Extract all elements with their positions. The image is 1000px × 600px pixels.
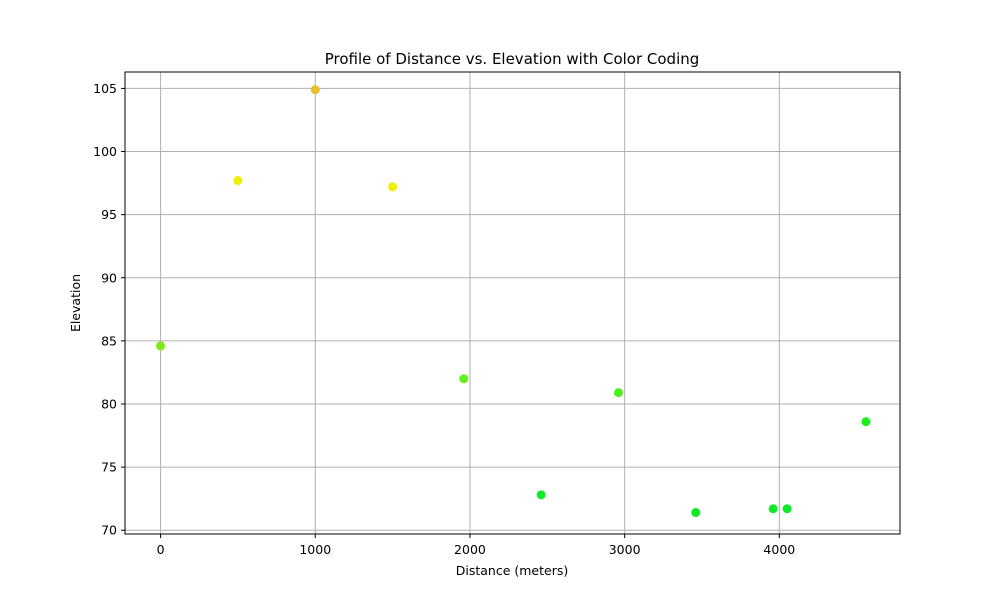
x-tick-label: 3000 [609, 542, 641, 557]
plot-frame [124, 71, 901, 535]
y-tick-label: 85 [101, 333, 117, 348]
x-tick-label: 1000 [299, 542, 331, 557]
x-tick-label: 0 [157, 542, 165, 557]
data-points [156, 85, 871, 518]
y-tick-label: 95 [101, 207, 117, 222]
data-point [861, 417, 871, 427]
x-tick-label: 2000 [454, 542, 486, 557]
x-tick-label: 4000 [763, 542, 795, 557]
y-tick-label: 100 [93, 144, 117, 159]
axis-ticks: 0 1000 2000 3000 4000 70 75 80 85 90 95 100 105 [93, 81, 795, 557]
y-tick-label: 70 [101, 523, 117, 538]
data-point [536, 490, 546, 500]
x-axis-label: Distance (meters) [456, 563, 569, 578]
y-axis-label: Elevation [68, 274, 83, 332]
data-point [156, 341, 166, 351]
data-point [388, 182, 398, 192]
chart-title: Profile of Distance vs. Elevation with C… [325, 50, 700, 68]
data-point [768, 504, 778, 514]
data-point [613, 388, 623, 398]
y-tick-label: 75 [101, 460, 117, 475]
data-point [691, 508, 701, 518]
y-tick-label: 105 [93, 81, 117, 96]
data-point [310, 85, 320, 95]
data-point [782, 504, 792, 514]
y-tick-label: 80 [101, 396, 117, 411]
data-point [233, 176, 243, 186]
data-point [459, 374, 469, 384]
grid-lines [125, 72, 900, 534]
y-tick-label: 90 [101, 270, 117, 285]
